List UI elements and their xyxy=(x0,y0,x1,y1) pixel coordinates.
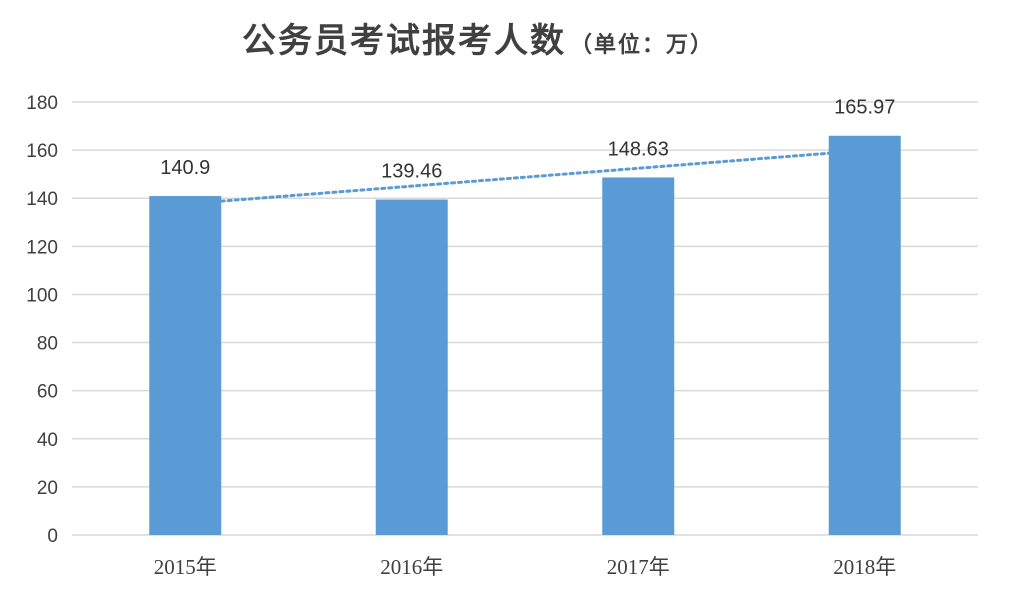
y-tick-label: 80 xyxy=(37,334,58,355)
bar xyxy=(149,196,222,535)
chart-title-main: 公务员考试报考人数 xyxy=(242,21,566,61)
x-axis-categories: 2015年 2016年 2017年 2018年 xyxy=(154,555,897,579)
y-tick-label: 120 xyxy=(26,237,58,258)
bars xyxy=(149,135,901,535)
data-label: 139.46 xyxy=(381,161,442,183)
x-category-label: 2017年 xyxy=(607,555,670,579)
x-category-label: 2018年 xyxy=(833,555,896,579)
data-labels: 140.9 139.46 148.63 165.97 xyxy=(160,97,895,183)
x-category-label: 2016年 xyxy=(380,555,443,579)
data-label: 140.9 xyxy=(160,157,210,179)
x-category-label: 2015年 xyxy=(154,555,217,579)
y-tick-label: 0 xyxy=(47,526,58,547)
bar xyxy=(828,135,901,535)
y-tick-label: 180 xyxy=(26,93,58,114)
bar xyxy=(375,199,448,535)
y-tick-label: 160 xyxy=(26,141,58,162)
trendline-line xyxy=(219,151,831,203)
trendline xyxy=(219,151,831,203)
y-axis-ticks: 0 20 40 60 80 100 120 140 160 180 xyxy=(26,93,58,547)
bar xyxy=(602,177,675,535)
y-tick-label: 60 xyxy=(37,382,58,403)
data-label: 165.97 xyxy=(834,97,895,119)
chart-title-unit: （单位：万） xyxy=(570,32,714,58)
y-tick-label: 100 xyxy=(26,285,58,306)
data-label: 148.63 xyxy=(608,138,669,160)
y-tick-label: 40 xyxy=(37,430,58,451)
y-tick-label: 140 xyxy=(26,189,58,210)
gridlines xyxy=(72,101,978,536)
chart-title: 公务员考试报考人数 （单位：万） xyxy=(242,21,714,61)
y-tick-label: 20 xyxy=(37,478,58,499)
